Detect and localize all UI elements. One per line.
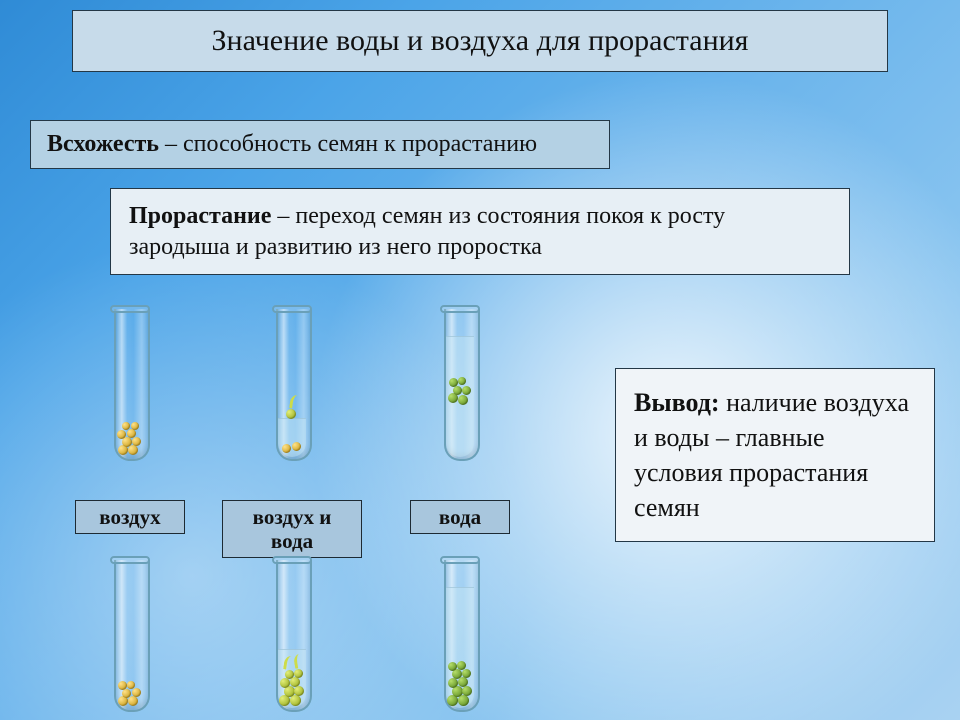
tube-label-air-water: воздух и вода [222,500,362,558]
definition-text: – способность семян к прорастанию [159,131,537,157]
definition-germinability: Всхожесть – способность семян к прораста… [30,120,610,169]
tube-water-after [440,556,480,714]
conclusion-label: Вывод: [634,388,720,417]
label-text: воздух и вода [253,505,332,553]
tube-air-before [110,305,150,463]
tube-air-water-before [272,305,312,463]
conclusion-box: Вывод: наличие воздуха и воды – главные … [615,368,935,542]
definition-term: Прорастание [129,203,271,229]
tube-label-water: вода [410,500,510,534]
tube-air-after [110,556,150,714]
definition-term: Всхожесть [47,131,159,157]
definition-germination: Прорастание – переход семян из состояния… [110,188,850,275]
slide-canvas: Значение воды и воздуха для прорастания … [0,0,960,720]
tube-label-air: воздух [75,500,185,534]
label-text: вода [439,505,481,529]
title-box: Значение воды и воздуха для прорастания [72,10,888,72]
tube-water-before [440,305,480,463]
tube-air-water-after [272,556,312,714]
label-text: воздух [99,505,160,529]
title-text: Значение воды и воздуха для прорастания [212,24,749,57]
